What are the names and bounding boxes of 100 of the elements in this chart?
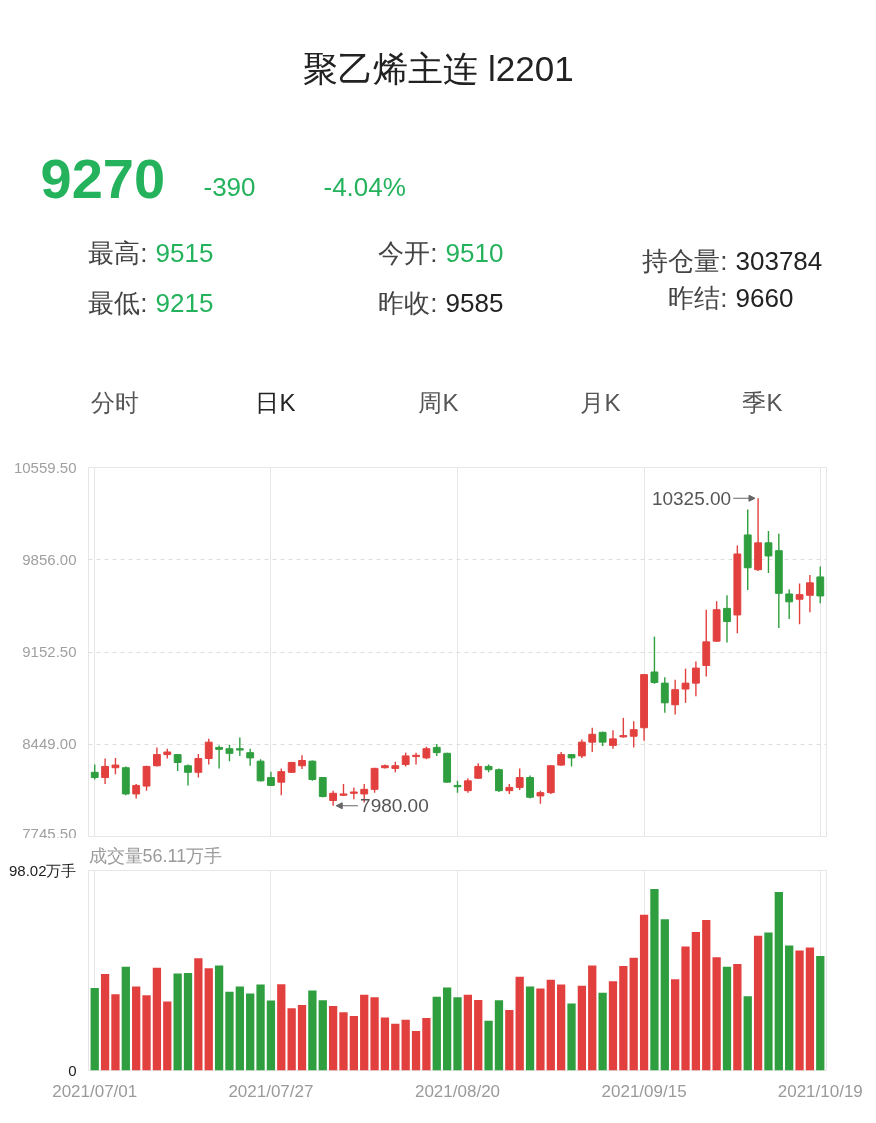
bar [277,984,286,1071]
bar [474,999,483,1071]
text: 昨结: 9660 [668,282,794,313]
bar [577,985,587,1071]
text: 持仓量: 303784 [642,245,823,276]
candlestick [577,738,586,759]
bar [816,956,825,1071]
bar [785,945,794,1071]
bar [183,972,193,1071]
bar [639,914,649,1071]
bar [360,994,369,1071]
bar [805,947,815,1071]
candlestick [619,717,628,739]
bar [629,957,638,1071]
chart-title: 成交量56.11万手 [88,845,223,866]
candlestick [691,660,700,697]
bar [411,1031,421,1071]
bar [225,991,234,1071]
text: -4.04% [323,171,406,202]
candlestick [194,753,203,779]
text: 今开: 9510 [378,237,504,268]
bar [318,1000,327,1071]
bar [733,963,742,1071]
candlestick [142,765,151,792]
candlestick [495,767,503,793]
text: 季K [742,389,783,416]
text: 周K [418,389,459,416]
bar [132,986,141,1071]
bar [691,931,701,1071]
bar [671,979,680,1071]
x-tick-label: 2021/07/27 [228,1081,314,1101]
text: 分时 [90,389,139,416]
candlestick [806,574,814,614]
y-tick-label: 98.02万手 [8,862,77,879]
bar [598,992,607,1071]
bar [722,966,732,1071]
bar [453,997,462,1071]
candlestick [795,582,804,625]
y-tick-label: 0 [68,1062,77,1079]
bar [401,1019,410,1071]
bar [515,976,524,1071]
bar [121,966,130,1071]
bar [795,950,804,1071]
bar [163,1001,172,1071]
candlestick [515,767,524,791]
bar [774,891,783,1071]
candlestick [370,767,379,794]
bar [484,1020,493,1071]
bar [370,997,379,1071]
text: -390 [203,171,256,202]
candlestick [702,609,711,678]
candlestick [764,530,773,574]
candlestick [101,757,109,785]
candlestick [609,729,617,750]
bar [90,988,99,1071]
candlestick [204,738,213,766]
bar [588,965,597,1071]
bar [432,996,441,1071]
candlestick [526,774,534,800]
candlestick [671,679,680,716]
bar [152,967,162,1071]
text: 最低: 9215 [88,287,214,318]
bar [256,984,265,1071]
candlestick [235,736,244,757]
bar [308,990,317,1071]
candlestick [650,635,659,685]
bar [546,979,555,1071]
x-tick-label: 2021/07/01 [52,1081,138,1101]
bar [525,986,535,1071]
x-tick-label: 2021/08/20 [414,1081,501,1101]
text: 9270 [40,146,166,210]
bar [557,984,566,1071]
candlestick [660,676,669,714]
annotation: 7980.00 [360,795,429,817]
bar [287,1008,296,1071]
text: 最高: 9515 [88,237,214,268]
x-tick-label: 2021/10/19 [777,1081,863,1101]
y-tick-label: 10559.50 [13,458,77,476]
candlestick [588,727,597,753]
candlestick [215,744,224,770]
bar [505,1009,514,1071]
bar [681,946,690,1071]
x-tick-label: 2021/09/15 [601,1081,687,1101]
bar [142,995,151,1071]
bar [380,1017,390,1071]
y-tick-label: 9856.00 [22,550,77,568]
bar [463,994,473,1071]
candlestick [785,588,794,620]
candlestick [629,720,638,749]
bar [235,986,244,1071]
bar [391,1023,400,1071]
bar [422,1018,431,1071]
bar [204,968,213,1071]
text: 日K [255,389,296,416]
bar [764,932,773,1071]
y-tick-label: 9152.50 [22,643,77,660]
bar [536,988,545,1071]
y-tick-label: 8449.00 [22,735,77,753]
candlestick [277,767,286,796]
bar [266,1000,276,1071]
